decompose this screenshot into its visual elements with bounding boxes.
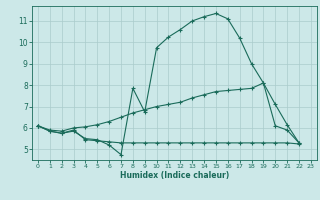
X-axis label: Humidex (Indice chaleur): Humidex (Indice chaleur)	[120, 171, 229, 180]
